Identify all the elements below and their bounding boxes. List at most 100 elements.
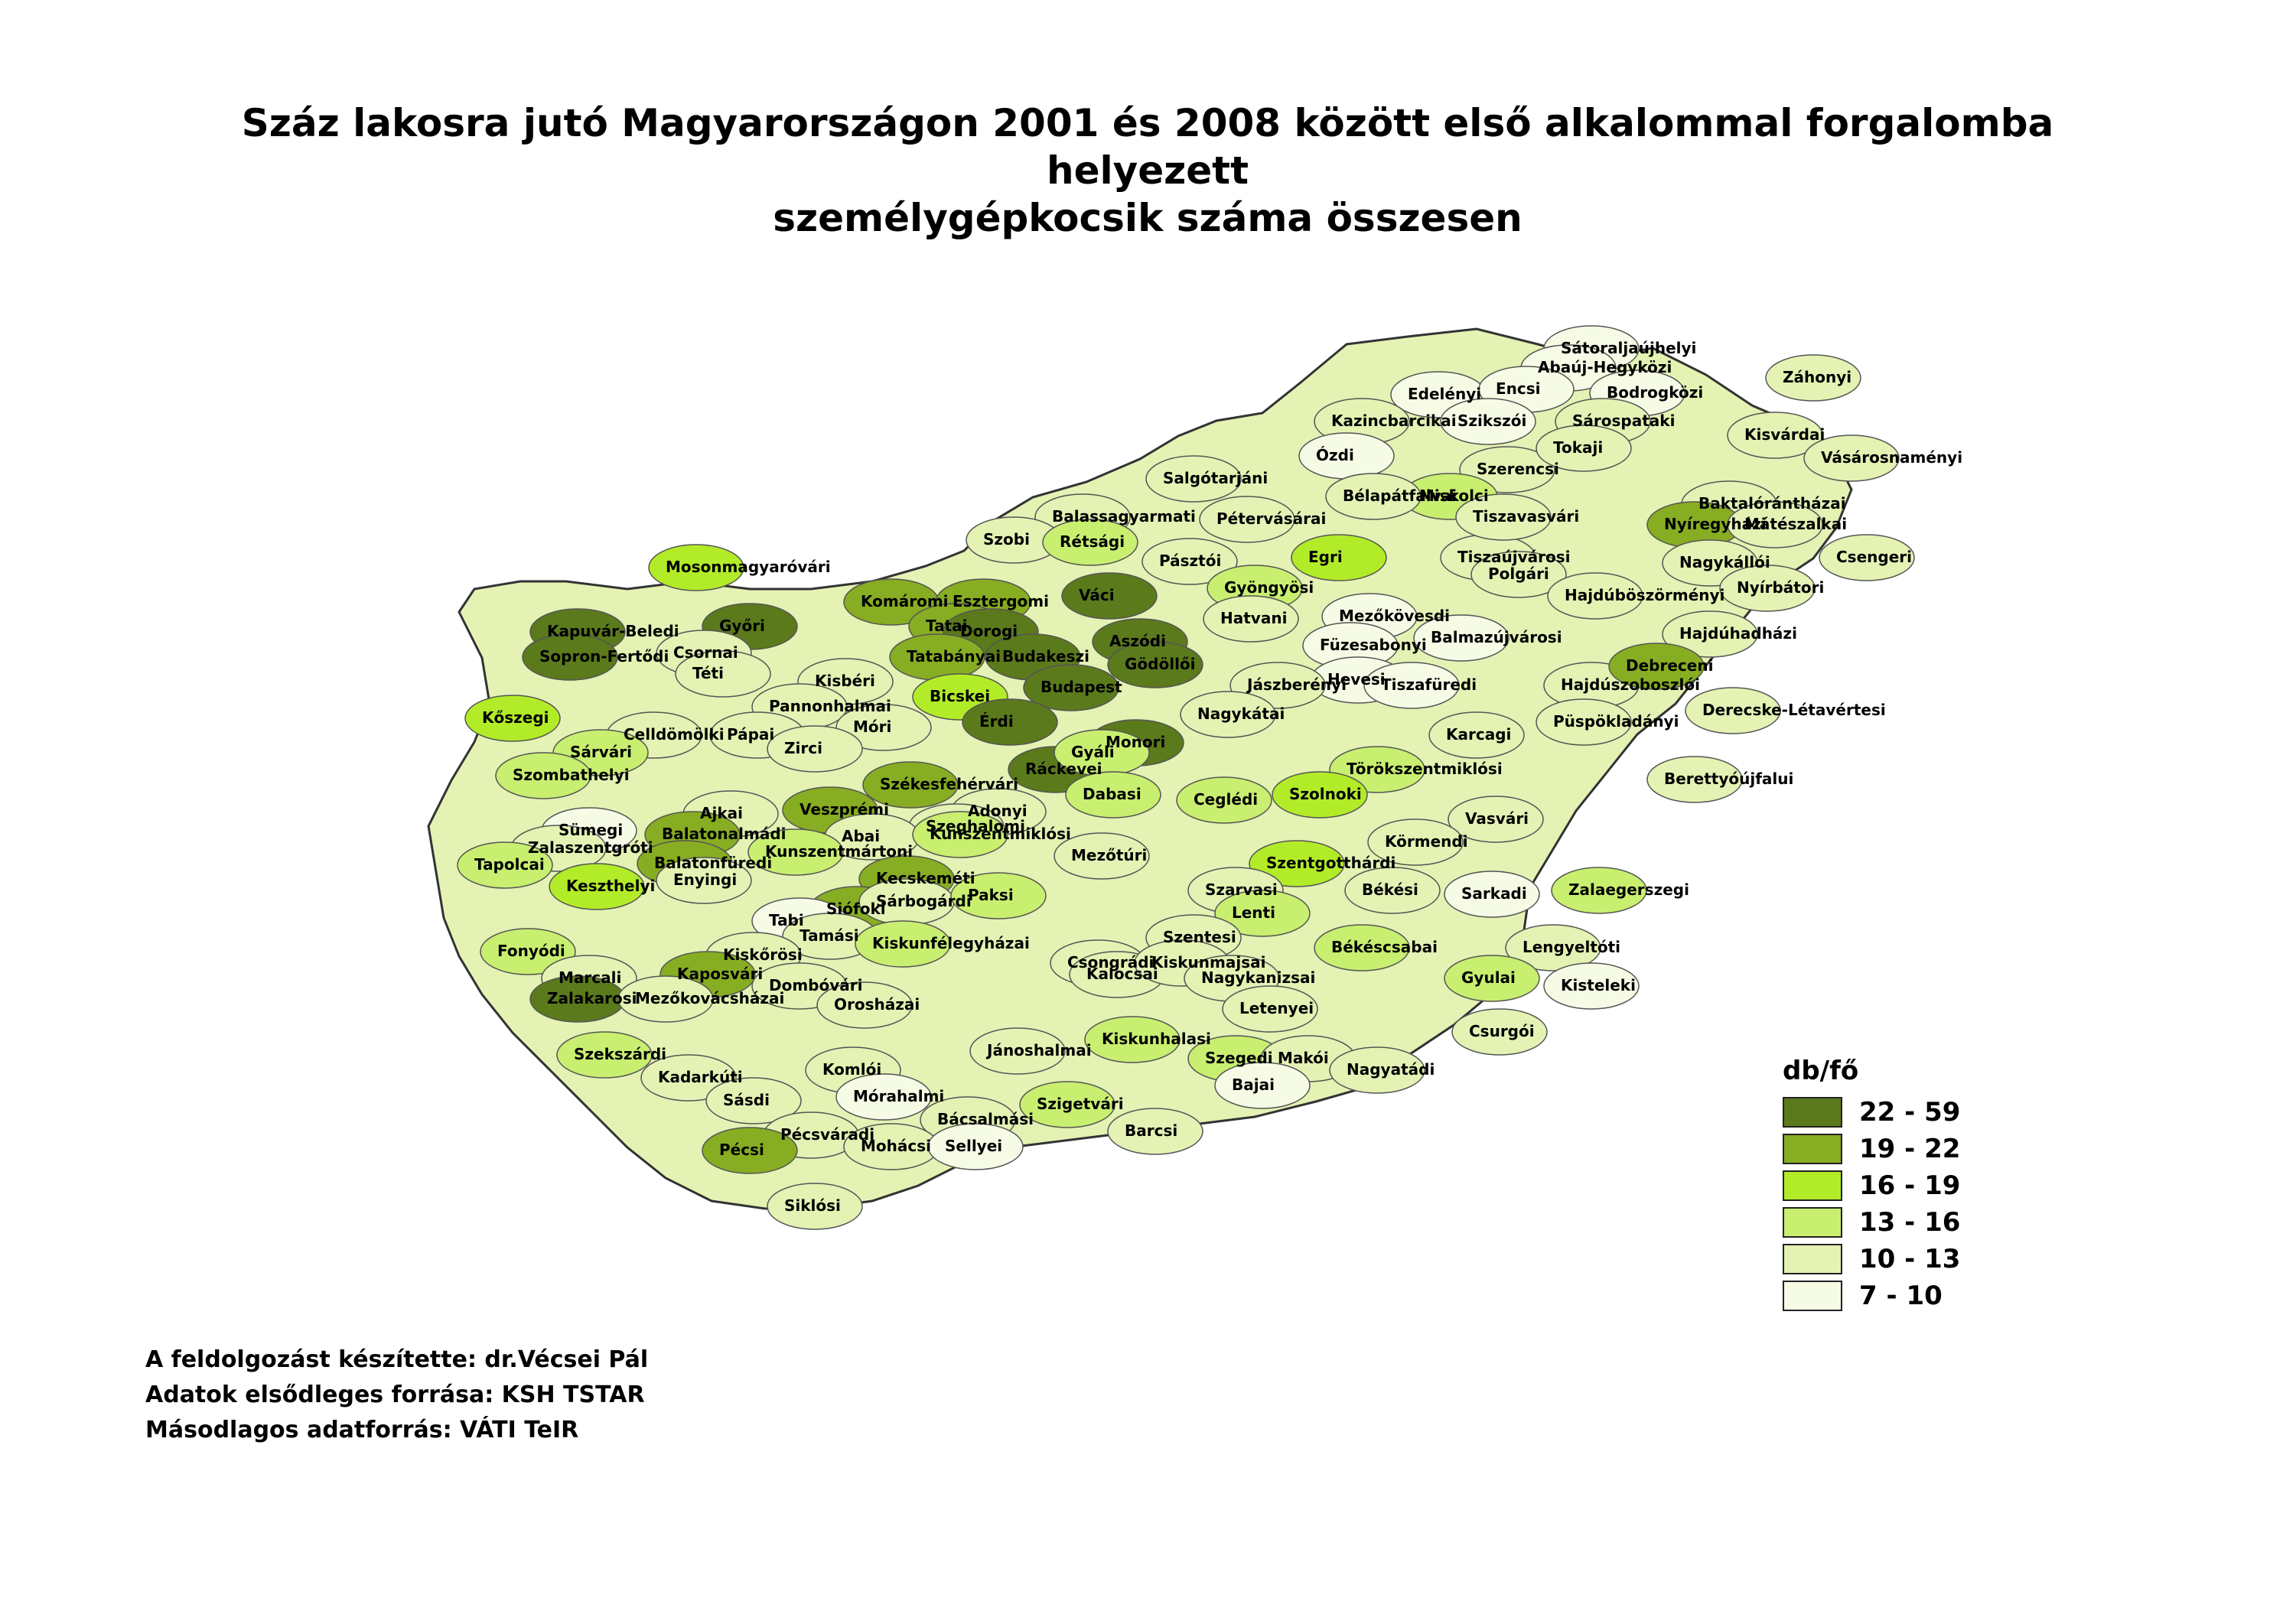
region-label-tatabanyai: Tatabányai <box>907 647 1001 666</box>
region-label-celldomolki: Celldömölki <box>624 725 725 744</box>
region-label-kazincbarcikai: Kazincbarcikai <box>1331 412 1457 430</box>
region-label-debreceni: Debreceni <box>1626 656 1713 675</box>
region-label-kormendi: Körmendi <box>1385 832 1468 851</box>
region-janoshalmai <box>969 1027 1066 1075</box>
region-label-tatai: Tatai <box>926 617 967 635</box>
legend-row-1: 22 - 59 <box>1783 1094 1960 1131</box>
region-label-szentgotthardi: Szentgotthárdi <box>1266 854 1396 872</box>
region-zirci <box>767 725 863 773</box>
region-label-vasarosnamenyi: Vásárosnaményi <box>1821 448 1962 467</box>
region-label-szombathelyi: Szombathelyi <box>513 766 630 784</box>
region-enyingi <box>656 857 752 904</box>
region-label-ajkai: Ajkai <box>700 804 743 822</box>
region-label-bekesi: Békési <box>1362 880 1418 899</box>
region-label-mezokovesdi: Mezőkövesdi <box>1339 607 1450 625</box>
region-label-teti: Téti <box>692 664 724 682</box>
region-szentgotthardi <box>1249 840 1345 887</box>
region-label-bekescsabai: Békéscsabai <box>1331 938 1438 956</box>
region-cegledi <box>1176 776 1272 824</box>
region-tapolcai <box>457 841 553 889</box>
region-label-vasvari: Vasvári <box>1465 809 1529 828</box>
region-label-hevesi: Hevesi <box>1327 670 1386 688</box>
region-label-csengeri: Csengeri <box>1836 548 1912 566</box>
region-label-kisberi: Kisbéri <box>815 672 875 690</box>
region-label-marcali: Marcali <box>559 968 621 987</box>
region-label-satoraljaujhelyi: Sátoraljaújhelyi <box>1561 339 1696 357</box>
region-label-kunszentmiklosi: Kunszentmiklósi <box>930 825 1071 843</box>
region-label-godolloi: Gödöllői <box>1125 655 1196 673</box>
region-budapest <box>1023 664 1119 711</box>
region-label-szolnoki: Szolnoki <box>1289 785 1362 803</box>
region-label-kapuvar-beledi: Kapuvár-Beledi <box>547 622 679 640</box>
region-label-komloi: Komlói <box>822 1060 881 1079</box>
region-label-sarbogardi: Sárbogárdi <box>876 892 972 910</box>
region-lengyeltoti <box>1505 924 1601 971</box>
region-szigetvari <box>1019 1081 1115 1128</box>
region-label-pecsvaradi: Pécsváradi <box>780 1125 874 1144</box>
region-label-kunszentmartoni: Kunszentmártoni <box>765 842 913 861</box>
credit-author: A feldolgozást készítette: dr.Vécsei Pál <box>145 1346 649 1373</box>
region-egri <box>1291 534 1387 581</box>
region-label-zalaszentgroti: Zalaszentgróti <box>528 838 653 857</box>
region-label-hatvani: Hatvani <box>1220 609 1287 627</box>
region-label-egri: Egri <box>1308 548 1343 566</box>
region-label-fuzesabonyi: Füzesabonyi <box>1320 636 1427 654</box>
region-belapatfalvai <box>1325 473 1422 520</box>
region-bajai <box>1214 1062 1311 1109</box>
region-label-mezoturi: Mezőtúri <box>1071 846 1147 864</box>
legend-row-4: 13 - 16 <box>1783 1204 1960 1241</box>
region-label-sarospataki: Sárospataki <box>1572 412 1675 430</box>
region-kisvardai <box>1727 412 1823 459</box>
region-label-bacsalmasi: Bácsalmási <box>937 1110 1034 1128</box>
region-label-adonyi: Adonyi <box>968 802 1028 820</box>
legend-swatch-5 <box>1783 1244 1842 1274</box>
region-label-nyiregyhazi: Nyíregyházi <box>1664 515 1767 533</box>
region-label-szeghalomi: Szeghalomi <box>926 817 1025 835</box>
region-label-nagykalloi: Nagykállói <box>1679 553 1770 571</box>
title-line-1: Száz lakosra jutó Magyarországon 2001 és… <box>241 101 2054 193</box>
region-label-sellyei: Sellyei <box>945 1137 1002 1155</box>
region-label-sopron-fertodi: Sopron-Fertődi <box>539 647 669 666</box>
region-label-kisteleki: Kisteleki <box>1561 976 1636 994</box>
region-oroshazai <box>816 981 913 1029</box>
region-label-puspokladanyi: Püspökladányi <box>1553 712 1679 731</box>
region-label-balassagyarmati: Balassagyarmati <box>1052 507 1196 526</box>
region-berettyoujfalui <box>1646 756 1743 803</box>
region-label-szentesi: Szentesi <box>1163 928 1236 946</box>
region-label-paksi: Paksi <box>968 886 1014 904</box>
region-label-kiskunhalasi: Kiskunhalasi <box>1102 1030 1211 1048</box>
region-label-nyirbatori: Nyírbátori <box>1737 578 1824 597</box>
region-label-ozdi: Ózdi <box>1316 446 1354 464</box>
region-label-kecskemeti: Kecskeméti <box>876 869 975 887</box>
region-mori <box>835 704 932 751</box>
region-label-bodrogkozi: Bodrogközi <box>1607 383 1703 402</box>
region-label-szegedi: Szegedi <box>1205 1049 1273 1067</box>
legend-swatch-1 <box>1783 1097 1842 1128</box>
region-bekescsabai <box>1314 924 1410 971</box>
region-karcagi <box>1428 711 1525 759</box>
region-label-hajduboszormenyi: Hajdúböszörményi <box>1565 586 1724 604</box>
region-kunszentmiklosi <box>912 811 1008 858</box>
legend-swatch-3 <box>1783 1170 1842 1201</box>
region-csurgoi <box>1451 1008 1548 1056</box>
region-label-belapatfalvai: Bélapátfalvai <box>1343 487 1457 505</box>
region-petervasarai <box>1199 496 1295 543</box>
legend-label-2: 19 - 22 <box>1859 1134 1961 1164</box>
region-letenyei <box>1222 985 1318 1033</box>
region-kormendi <box>1367 819 1464 866</box>
region-label-csornai: Csornai <box>673 643 738 662</box>
region-label-tabi: Tabi <box>769 911 804 929</box>
region-hajduboszormenyi <box>1547 572 1643 620</box>
region-label-gyori: Győri <box>719 617 765 635</box>
region-label-janoshalmai: Jánoshalmai <box>985 1041 1092 1059</box>
region-dabasi <box>1065 771 1161 819</box>
region-keszthelyi <box>549 863 645 910</box>
region-bekesi <box>1344 867 1441 914</box>
region-tiszafuredi <box>1363 662 1460 709</box>
region-label-hajduszoboszloi: Hajdúszoboszlói <box>1561 675 1700 694</box>
region-fonyodi <box>480 928 576 975</box>
region-label-zahonyi: Záhonyi <box>1783 368 1851 386</box>
region-siklosi <box>767 1183 863 1230</box>
region-teti <box>675 650 771 698</box>
region-mosonmagyarovari <box>648 544 744 591</box>
